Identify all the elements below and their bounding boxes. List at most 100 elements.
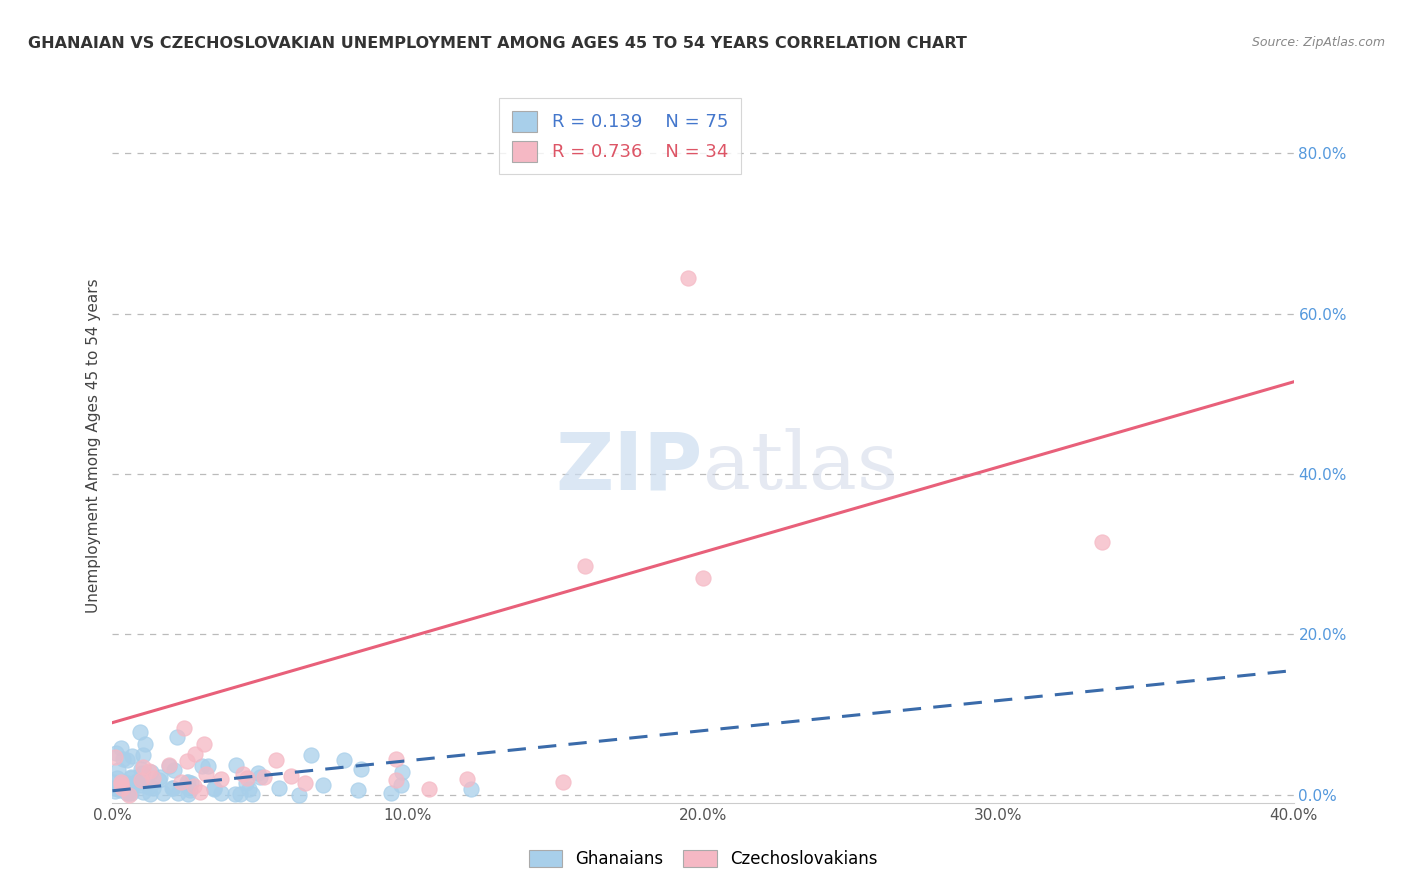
Point xyxy=(108,783,131,797)
Text: GHANAIAN VS CZECHOSLOVAKIAN UNEMPLOYMENT AMONG AGES 45 TO 54 YEARS CORRELATION C: GHANAIAN VS CZECHOSLOVAKIAN UNEMPLOYMENT… xyxy=(28,36,967,51)
Point xyxy=(110,774,132,789)
Point xyxy=(391,764,413,779)
Point xyxy=(104,784,127,798)
Point xyxy=(105,780,128,795)
Point xyxy=(228,787,250,801)
Point xyxy=(553,775,575,789)
Point xyxy=(121,749,143,764)
Point xyxy=(176,755,198,769)
Point xyxy=(197,758,219,772)
Point xyxy=(118,785,141,799)
Point xyxy=(389,778,412,792)
Point xyxy=(385,752,408,766)
Point xyxy=(107,771,129,785)
Point xyxy=(180,776,202,790)
Point xyxy=(235,775,257,789)
Point xyxy=(380,786,402,800)
Point xyxy=(183,747,205,761)
Point xyxy=(176,775,198,789)
Point xyxy=(183,779,205,793)
Point xyxy=(678,270,700,285)
Point xyxy=(160,781,183,796)
Point xyxy=(287,788,309,802)
Point xyxy=(163,763,186,777)
Point xyxy=(112,751,135,765)
Point xyxy=(418,782,440,797)
Point xyxy=(108,781,131,796)
Point xyxy=(177,787,200,801)
Point xyxy=(128,724,150,739)
Point xyxy=(294,775,316,789)
Point xyxy=(131,765,153,780)
Point xyxy=(110,741,132,756)
Point xyxy=(191,758,214,772)
Point xyxy=(266,753,288,767)
Point xyxy=(166,730,188,744)
Text: ZIP: ZIP xyxy=(555,428,703,507)
Point xyxy=(115,753,138,767)
Point xyxy=(149,770,172,784)
Point xyxy=(134,737,156,751)
Point xyxy=(240,787,263,801)
Point xyxy=(177,780,200,794)
Point xyxy=(456,772,478,787)
Point xyxy=(148,773,170,788)
Point xyxy=(120,785,142,799)
Point xyxy=(105,746,128,760)
Point xyxy=(1091,535,1114,549)
Point xyxy=(138,780,160,794)
Point xyxy=(115,786,138,800)
Text: Source: ZipAtlas.com: Source: ZipAtlas.com xyxy=(1251,36,1385,49)
Point xyxy=(193,737,215,751)
Point xyxy=(224,787,246,801)
Point xyxy=(132,759,155,773)
Point xyxy=(162,780,184,795)
Point xyxy=(179,782,201,797)
Point xyxy=(127,774,149,789)
Point xyxy=(142,771,165,785)
Point xyxy=(167,786,190,800)
Point xyxy=(139,788,162,802)
Point xyxy=(129,762,152,776)
Point xyxy=(138,764,160,778)
Point xyxy=(333,753,356,767)
Point xyxy=(157,759,180,773)
Point xyxy=(118,776,141,790)
Point xyxy=(120,770,142,784)
Point xyxy=(249,770,271,784)
Point xyxy=(177,775,200,789)
Point xyxy=(225,757,247,772)
Point xyxy=(157,757,180,772)
Point xyxy=(280,769,302,783)
Y-axis label: Unemployment Among Ages 45 to 54 years: Unemployment Among Ages 45 to 54 years xyxy=(86,278,101,614)
Point xyxy=(129,778,152,792)
Point xyxy=(117,779,139,793)
Point xyxy=(299,748,322,763)
Legend: Ghanaians, Czechoslovakians: Ghanaians, Czechoslovakians xyxy=(520,842,886,877)
Point xyxy=(141,764,163,779)
Point xyxy=(131,785,153,799)
Point xyxy=(169,774,191,789)
Point xyxy=(202,781,225,796)
Point xyxy=(267,780,290,795)
Point xyxy=(209,786,232,800)
Point xyxy=(118,783,141,797)
Point xyxy=(202,782,225,797)
Point xyxy=(104,749,127,764)
Point xyxy=(142,780,165,795)
Text: atlas: atlas xyxy=(703,428,898,507)
Point xyxy=(152,786,174,800)
Point xyxy=(253,770,276,784)
Point xyxy=(132,747,155,762)
Point xyxy=(312,778,335,792)
Point xyxy=(238,781,260,796)
Point xyxy=(347,783,370,797)
Point xyxy=(111,781,134,796)
Point xyxy=(114,774,136,789)
Point xyxy=(128,775,150,789)
Point xyxy=(384,772,406,787)
Point xyxy=(574,559,596,574)
Point xyxy=(460,781,482,796)
Point xyxy=(173,721,195,735)
Point xyxy=(350,762,373,776)
